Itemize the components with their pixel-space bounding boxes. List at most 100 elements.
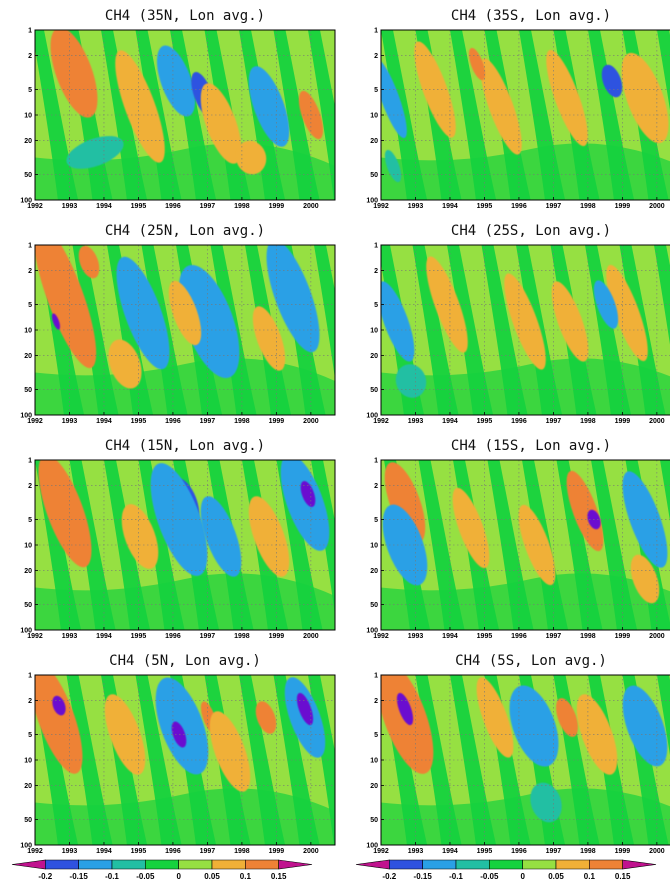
green-band xyxy=(308,675,335,845)
y-tick-label: 1 xyxy=(374,243,378,250)
y-tick-label: 10 xyxy=(24,328,32,335)
x-tick-label: 1997 xyxy=(546,848,562,855)
contour-blob xyxy=(78,245,100,279)
y-tick-label: 100 xyxy=(366,413,378,420)
contour-blob xyxy=(115,50,165,163)
contour-blob xyxy=(51,313,61,330)
contour-blob xyxy=(235,140,267,175)
colorbar-label: 0.15 xyxy=(615,872,631,881)
x-tick-label: 1999 xyxy=(615,633,631,640)
green-band xyxy=(657,675,670,756)
y-tick-label: 100 xyxy=(20,198,32,205)
colorbar-label: -0.1 xyxy=(105,872,119,881)
x-tick-label: 1996 xyxy=(511,633,527,640)
contour-blob xyxy=(452,487,490,569)
colorbar-swatch xyxy=(389,859,423,870)
x-tick-label: 1993 xyxy=(408,848,424,855)
panel-title: CH4 (15S, Lon avg.) xyxy=(451,438,611,454)
x-tick-label: 2000 xyxy=(303,418,319,425)
contour-blob xyxy=(38,460,92,568)
y-tick-label: 100 xyxy=(20,843,32,850)
x-tick-label: 1999 xyxy=(269,848,285,855)
y-tick-label: 50 xyxy=(370,602,378,609)
contour-fill xyxy=(35,675,335,845)
y-tick-label: 5 xyxy=(374,517,378,524)
x-tick-label: 1997 xyxy=(200,418,216,425)
colorbar-swatch xyxy=(178,859,213,870)
x-tick-label: 1995 xyxy=(477,633,493,640)
x-tick-label: 1997 xyxy=(546,418,562,425)
contour-fill xyxy=(35,460,335,630)
green-band xyxy=(35,573,335,630)
x-tick-label: 1992 xyxy=(27,848,43,855)
contour-blob xyxy=(384,149,402,183)
contour-blob xyxy=(414,41,456,138)
colorbar-swatch xyxy=(522,859,557,870)
x-tick-label: 1999 xyxy=(615,848,631,855)
colorbar-swatch xyxy=(11,859,46,870)
colorbar-label: -0.1 xyxy=(449,872,463,881)
contour-fill xyxy=(35,245,335,415)
x-tick-label: 2000 xyxy=(649,848,665,855)
y-tick-label: 1 xyxy=(28,243,32,250)
x-tick-label: 1997 xyxy=(200,848,216,855)
colorbar-label: 0 xyxy=(176,872,181,881)
x-tick-label: 1998 xyxy=(234,848,250,855)
grid xyxy=(380,675,670,845)
contour-blob xyxy=(480,58,522,155)
y-tick-label: 20 xyxy=(370,138,378,145)
green-band xyxy=(35,358,335,415)
x-tick-label: 2000 xyxy=(303,848,319,855)
green-band xyxy=(308,30,335,200)
y-tick-label: 1 xyxy=(28,28,32,35)
y-tick-label: 10 xyxy=(370,113,378,120)
contour-blob xyxy=(509,685,559,767)
colorbar-label: -0.05 xyxy=(480,872,499,881)
colorbar-label: 0.15 xyxy=(271,872,287,881)
x-tick-label: 1993 xyxy=(62,633,78,640)
x-tick-label: 1995 xyxy=(131,203,147,210)
y-tick-label: 5 xyxy=(374,302,378,309)
contour-blob xyxy=(200,496,242,577)
x-tick-label: 2000 xyxy=(649,203,665,210)
green-band xyxy=(657,30,670,111)
contour-blob xyxy=(426,256,468,353)
x-tick-label: 1995 xyxy=(477,418,493,425)
colorbar-2: -0.2 -0.15 -0.1 -0.05 0 0.05 0.1 0.15 xyxy=(355,859,657,881)
y-tick-label: 10 xyxy=(24,543,32,550)
colorbar-swatch xyxy=(45,859,79,870)
contour-blob xyxy=(66,136,124,169)
y-tick-label: 50 xyxy=(24,172,32,179)
y-tick-label: 100 xyxy=(366,198,378,205)
y-tick-label: 5 xyxy=(28,517,32,524)
y-tick-label: 100 xyxy=(366,628,378,635)
colorbar-swatch xyxy=(78,859,113,870)
colorbar-label: -0.2 xyxy=(38,872,52,881)
x-tick-label: 1993 xyxy=(62,203,78,210)
contour-blob xyxy=(50,30,98,118)
y-tick-label: 50 xyxy=(24,817,32,824)
colorbar-swatch xyxy=(355,859,390,870)
colorbar-swatch xyxy=(111,859,146,870)
contour-blob xyxy=(248,496,290,577)
green-band xyxy=(654,245,670,345)
y-tick-label: 50 xyxy=(370,172,378,179)
colorbar-label: 0 xyxy=(520,872,525,881)
x-tick-label: 1996 xyxy=(511,848,527,855)
y-tick-label: 5 xyxy=(374,87,378,94)
x-tick-label: 1992 xyxy=(373,848,389,855)
contour-blob xyxy=(155,677,209,775)
contour-blob xyxy=(252,306,286,371)
contour-blob xyxy=(116,256,170,370)
x-tick-label: 1997 xyxy=(546,633,562,640)
x-tick-label: 1994 xyxy=(442,633,458,640)
colorbar-swatch xyxy=(145,859,179,870)
x-tick-label: 1996 xyxy=(511,418,527,425)
x-tick-label: 1994 xyxy=(96,203,112,210)
x-tick-label: 1995 xyxy=(131,633,147,640)
y-tick-label: 2 xyxy=(374,268,378,275)
x-tick-label: 1998 xyxy=(580,418,596,425)
